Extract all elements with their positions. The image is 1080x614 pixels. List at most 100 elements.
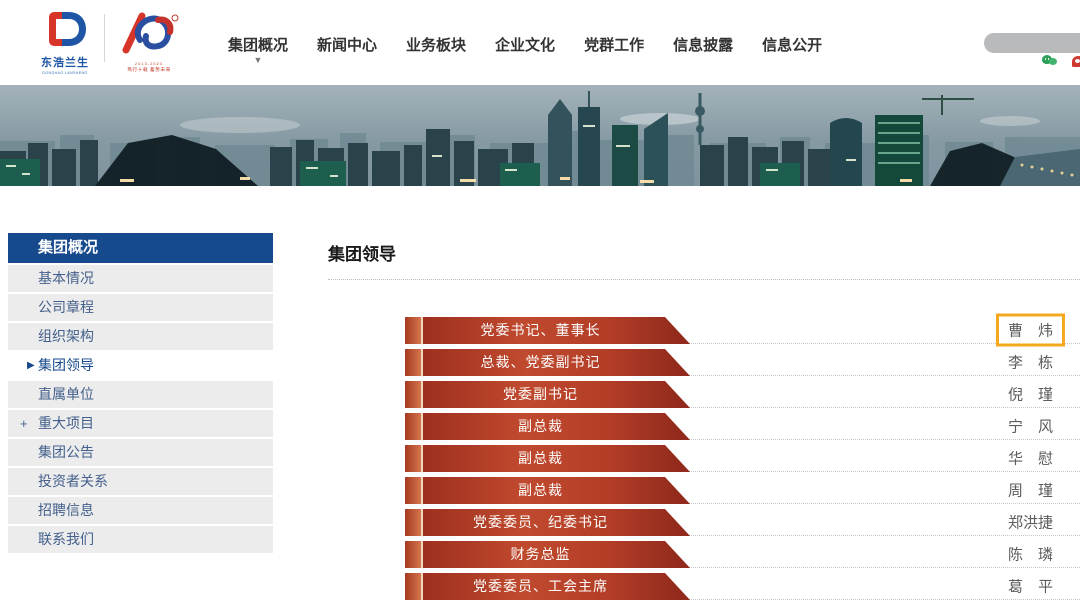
leader-title: 党委委员、工会主席 xyxy=(423,573,690,600)
leader-row: 副总裁 宁 风 xyxy=(405,413,1080,440)
sidebar-item-major-projects[interactable]: ▶+重大项目 xyxy=(8,410,273,437)
banner-image xyxy=(0,85,1080,186)
ribbon-accent xyxy=(405,349,423,376)
nav-label: 党群工作 xyxy=(584,37,645,54)
sidebar-title: 集团概况 xyxy=(8,233,273,263)
logo-divider xyxy=(104,14,105,62)
sidebar-item-label: 集团公告 xyxy=(38,444,94,460)
leader-name: 郑洪捷 xyxy=(1007,514,1053,532)
sidebar-item-basic-info[interactable]: ▶+基本情况 xyxy=(8,265,273,292)
leader-name: 倪 瑾 xyxy=(1007,386,1053,404)
leader-title: 党委委员、纪委书记 xyxy=(423,509,690,536)
leader-title: 副总裁 xyxy=(423,477,690,504)
nav-news-center[interactable]: 新闻中心▼ xyxy=(317,34,377,59)
leader-title-ribbon: 党委委员、纪委书记 xyxy=(405,509,690,536)
ribbon-accent xyxy=(405,317,423,344)
leader-name: 周 瑾 xyxy=(1007,482,1053,500)
leader-title-ribbon: 财务总监 xyxy=(405,541,690,568)
main-nav: 集团概况 ▼ 新闻中心▼ 业务板块▼ 企业文化▼ 党群工作▼ 信息披露▼ 信息公… xyxy=(228,34,822,65)
sidebar: 集团概况 ▶+基本情况 ▶+公司章程 ▶+组织架构 ▶+集团领导 ▶+直属单位 … xyxy=(8,233,273,614)
nav-business-segments[interactable]: 业务板块▼ xyxy=(406,34,466,59)
ribbon-accent xyxy=(405,573,423,600)
leader-row: 财务总监 陈 璘 xyxy=(405,541,1080,568)
ribbon-accent xyxy=(405,445,423,472)
leader-title: 副总裁 xyxy=(423,445,690,472)
wechat-dot xyxy=(1044,58,1046,60)
page-title: 集团领导 xyxy=(328,240,1080,280)
company-logo: 东浩兰生 DONGHAO LANSHENG xyxy=(36,10,94,75)
sidebar-item-label: 重大项目 xyxy=(38,415,94,431)
weibo-icon[interactable] xyxy=(1072,56,1080,67)
nav-label: 信息公开 xyxy=(762,37,823,54)
wechat-bubble xyxy=(1049,58,1057,65)
leader-title-ribbon: 党委副书记 xyxy=(405,381,690,408)
anniversary-logo: 2013-2023 笃行十载 蓄势未来 xyxy=(115,10,183,73)
search-input[interactable] xyxy=(984,33,1080,53)
brand-name-en: DONGHAO LANSHENG xyxy=(42,70,88,75)
sidebar-item-label: 招聘信息 xyxy=(38,502,94,518)
sidebar-item-label: 集团领导 xyxy=(38,357,94,373)
banner-skyline-graphic xyxy=(0,85,1080,186)
active-arrow-icon: ▶ xyxy=(27,360,35,371)
wechat-bubble xyxy=(1042,55,1052,64)
anniversary-years: 2013-2023 xyxy=(134,61,164,66)
nav-info-public[interactable]: 信息公开▼ xyxy=(762,34,822,59)
plus-icon: + xyxy=(20,416,28,431)
nav-party-work[interactable]: 党群工作▼ xyxy=(584,34,644,59)
nav-label: 集团概况 xyxy=(228,37,289,54)
nav-group-overview[interactable]: 集团概况 ▼ xyxy=(228,34,289,65)
leader-row: 党委副书记 倪 瑾 xyxy=(405,381,1080,408)
sidebar-item-label: 直属单位 xyxy=(38,386,94,402)
leader-title-ribbon: 党委委员、工会主席 xyxy=(405,573,690,600)
leader-title-ribbon: 副总裁 xyxy=(405,445,690,472)
chevron-down-icon: ▼ xyxy=(253,55,263,65)
leader-name: 李 栋 xyxy=(1007,354,1053,372)
sidebar-item-recruitment[interactable]: ▶+招聘信息 xyxy=(8,497,273,524)
ribbon-accent xyxy=(405,381,423,408)
leader-name: 曹 炜 xyxy=(995,313,1065,347)
leader-row: 总裁、党委副书记 李 栋 xyxy=(405,349,1080,376)
leader-title: 党委副书记 xyxy=(423,381,690,408)
leader-title: 财务总监 xyxy=(423,541,690,568)
company-logo-icon xyxy=(49,12,86,46)
leader-title-ribbon: 副总裁 xyxy=(405,477,690,504)
nav-info-disclosure[interactable]: 信息披露▼ xyxy=(673,34,733,59)
sidebar-item-subsidiaries[interactable]: ▶+直属单位 xyxy=(8,381,273,408)
sidebar-item-announcements[interactable]: ▶+集团公告 xyxy=(8,439,273,466)
sidebar-item-label: 基本情况 xyxy=(38,270,94,286)
leader-title: 总裁、党委副书记 xyxy=(423,349,690,376)
leader-name: 葛 平 xyxy=(1007,578,1053,596)
sidebar-item-label: 组织架构 xyxy=(38,328,94,344)
ribbon-accent xyxy=(405,509,423,536)
brand-name: 东浩兰生 xyxy=(41,57,89,69)
sidebar-item-investor-relations[interactable]: ▶+投资者关系 xyxy=(8,468,273,495)
logo-group[interactable]: 东浩兰生 DONGHAO LANSHENG 2013-2023 笃行十载 蓄势未… xyxy=(36,10,183,75)
nav-corporate-culture[interactable]: 企业文化▼ xyxy=(495,34,555,59)
ribbon-accent xyxy=(405,541,423,568)
leader-name: 陈 璘 xyxy=(1007,546,1053,564)
main-content: 集团领导 党委书记、董事长 曹 炜 总裁、党委副书记 李 栋 xyxy=(328,233,1080,614)
leader-row: 党委委员、纪委书记 郑洪捷 xyxy=(405,509,1080,536)
sidebar-item-label: 联系我们 xyxy=(38,531,94,547)
sidebar-item-org-structure[interactable]: ▶+组织架构 xyxy=(8,323,273,350)
sidebar-item-label: 投资者关系 xyxy=(38,473,108,489)
leader-row: 党委书记、董事长 曹 炜 xyxy=(405,313,1080,347)
wechat-dot xyxy=(1047,58,1049,60)
sidebar-item-company-charter[interactable]: ▶+公司章程 xyxy=(8,294,273,321)
sidebar-item-contact-us[interactable]: ▶+联系我们 xyxy=(8,526,273,553)
nav-label: 业务板块 xyxy=(406,37,467,54)
ribbon-accent xyxy=(405,477,423,504)
leader-row: 副总裁 周 瑾 xyxy=(405,477,1080,504)
nav-label: 信息披露 xyxy=(673,37,734,54)
sidebar-item-group-leaders[interactable]: ▶+集团领导 xyxy=(8,352,273,379)
anniversary-10-icon xyxy=(122,12,179,54)
nav-label: 新闻中心 xyxy=(317,37,378,54)
wechat-icon[interactable] xyxy=(1042,55,1058,67)
sidebar-item-label: 公司章程 xyxy=(38,299,94,315)
leader-title: 党委书记、董事长 xyxy=(423,317,690,344)
leader-name: 宁 风 xyxy=(1007,418,1053,436)
leader-row: 党委委员、工会主席 葛 平 xyxy=(405,573,1080,600)
ribbon-accent xyxy=(405,413,423,440)
top-header: 东浩兰生 DONGHAO LANSHENG 2013-2023 笃行十载 蓄势未… xyxy=(0,0,1080,85)
